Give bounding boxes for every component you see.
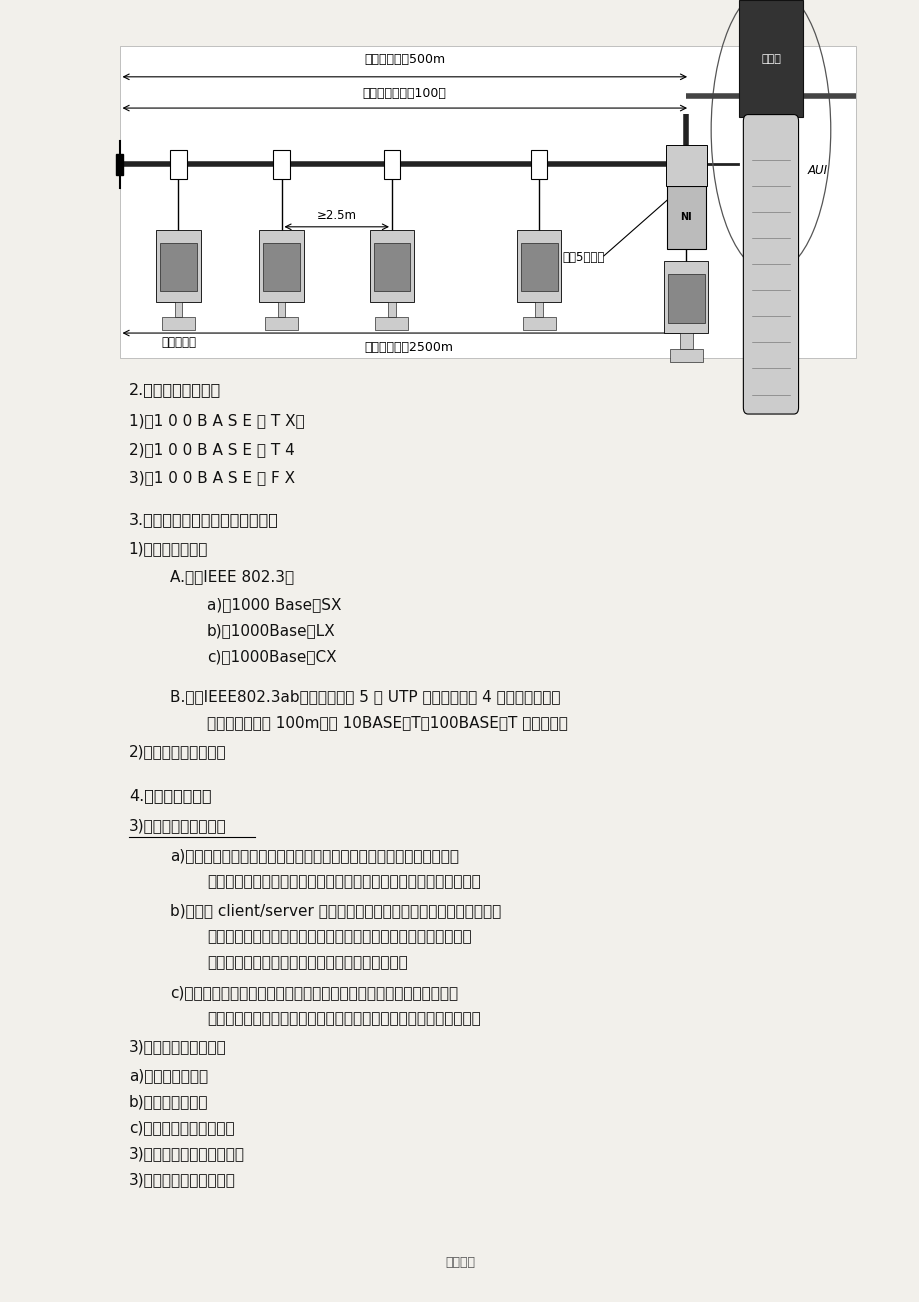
Text: c)　改进的直接转发技术: c) 改进的直接转发技术	[129, 1120, 234, 1135]
Bar	[278, 302, 285, 318]
Bar	[679, 333, 692, 349]
Bar	[522, 318, 555, 331]
Text: b)　直接转发技术: b) 直接转发技术	[129, 1094, 208, 1109]
Text: 1)　1 0 0 B A S E － T X。: 1) 1 0 0 B A S E － T X。	[129, 413, 304, 428]
Bar	[388, 302, 395, 318]
Text: 推荐精选: 推荐精选	[445, 1256, 474, 1269]
Text: 3)　交换机的转发方式: 3) 交换机的转发方式	[129, 1039, 226, 1055]
Text: AUI: AUI	[807, 164, 827, 177]
Bar	[273, 150, 289, 178]
Text: 输，传输距离为 100m，与 10BASE－T、100BASE－T 完全兼容。: 输，传输距离为 100m，与 10BASE－T、100BASE－T 完全兼容。	[207, 715, 567, 730]
Text: 网段最大长度500m: 网段最大长度500m	[364, 53, 445, 66]
Text: A.　　IEEE 802.3。: A. IEEE 802.3。	[170, 569, 294, 585]
Text: 3)　交换式以太网的特点: 3) 交换式以太网的特点	[129, 1172, 235, 1187]
FancyBboxPatch shape	[743, 115, 798, 414]
Bar	[265, 318, 298, 331]
Bar	[119, 46, 855, 358]
Text: 2)　十吉比特位以太网: 2) 十吉比特位以太网	[129, 743, 226, 759]
Bar	[263, 243, 300, 292]
Text: NI: NI	[680, 212, 691, 223]
Bar	[170, 150, 187, 178]
Text: B.　　IEEE802.3ab。传输介质为 5 类 UTP 电缆，信息沿 4 对双给线同时传: B. IEEE802.3ab。传输介质为 5 类 UTP 电缆，信息沿 4 对双…	[170, 689, 560, 704]
Text: 1)　吉比特以太网: 1) 吉比特以太网	[129, 540, 208, 556]
Bar	[375, 318, 408, 331]
Text: b)　1000Base－LX: b) 1000Base－LX	[207, 622, 335, 638]
Text: 2)　1 0 0 B A S E － T 4: 2) 1 0 0 B A S E － T 4	[129, 441, 294, 457]
Text: c)　1000Base－CX: c) 1000Base－CX	[207, 648, 336, 664]
Text: a)　存储转发技术: a) 存储转发技术	[129, 1068, 208, 1083]
Bar	[175, 302, 182, 318]
Bar	[373, 243, 410, 292]
Text: 4.　交换式以太网: 4. 交换式以太网	[129, 788, 211, 803]
Text: 3)　交换式以太网概述: 3) 交换式以太网概述	[129, 818, 226, 833]
Bar	[259, 230, 303, 302]
Text: a)　1000 Base－SX: a) 1000 Base－SX	[207, 596, 341, 612]
Bar	[116, 154, 123, 174]
Text: b)　随着 client/server 体系结构的发展，客户端需要更多地与服务器: b) 随着 client/server 体系结构的发展，客户端需要更多地与服务器	[170, 902, 501, 918]
Text: 终端匹配器: 终端匹配器	[161, 336, 196, 349]
Bar	[516, 230, 561, 302]
Bar	[156, 230, 200, 302]
Text: a)　多个节点共享传输介质，当网络负载较重时，由于冲突和重发事件: a) 多个节点共享传输介质，当网络负载较重时，由于冲突和重发事件	[170, 848, 459, 863]
Bar	[520, 243, 557, 292]
Bar	[530, 150, 547, 178]
Text: 最多5个网段: 最多5个网段	[562, 251, 604, 264]
Text: 2.　快速以太网技术: 2. 快速以太网技术	[129, 381, 221, 397]
Text: 占用大量的网络带宽，共享式局域网难以给予充分的网络带宽支持。: 占用大量的网络带宽，共享式局域网难以给予充分的网络带宽支持。	[207, 1010, 481, 1026]
Bar	[535, 302, 542, 318]
Bar	[667, 275, 704, 323]
Bar	[664, 262, 708, 333]
Bar	[669, 349, 702, 362]
Bar	[369, 230, 414, 302]
Text: 3)　以太网交换机工作过程: 3) 以太网交换机工作过程	[129, 1146, 244, 1161]
Bar	[383, 150, 400, 178]
Text: c)　随着多媒体信息的广泛使用，特别是多媒体信息的实时传输，需求: c) 随着多媒体信息的广泛使用，特别是多媒体信息的实时传输，需求	[170, 984, 458, 1000]
Text: 的大量发生，使得网络的信息成倍地增加，导致网络性能急剧下降。: 的大量发生，使得网络的信息成倍地增加，导致网络性能急剧下降。	[207, 874, 481, 889]
Text: ≥2.5m: ≥2.5m	[316, 208, 357, 221]
Bar	[160, 243, 197, 292]
Text: 交换信息，导致网络的通信信息成倍地增加，共享式网络所提供的: 交换信息，导致网络的通信信息成倍地增加，共享式网络所提供的	[207, 928, 471, 944]
Text: 3)　1 0 0 B A S E － F X: 3) 1 0 0 B A S E － F X	[129, 470, 295, 486]
Text: 3.　吉比特与十吉比特以太网技术: 3. 吉比特与十吉比特以太网技术	[129, 512, 278, 527]
Bar	[665, 145, 706, 186]
Bar	[666, 186, 705, 249]
Text: 每段最多站点数100个: 每段最多站点数100个	[362, 87, 447, 100]
Text: 网络最大跨度2500m: 网络最大跨度2500m	[364, 341, 452, 354]
Text: 收发器: 收发器	[760, 53, 780, 64]
Bar	[162, 318, 195, 331]
Text: 网络宿带越来越难以满足不断增长的数据传输需求: 网络宿带越来越难以满足不断增长的数据传输需求	[207, 954, 407, 970]
Bar	[738, 0, 802, 117]
